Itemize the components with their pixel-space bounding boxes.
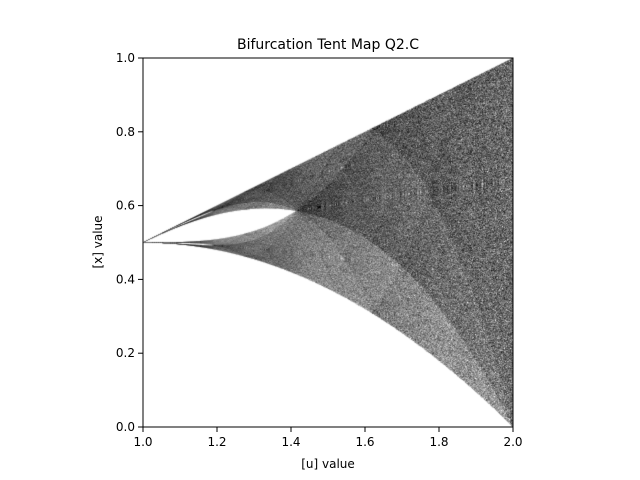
x-tick-label: 1.0 [133, 435, 152, 449]
x-tick-label: 1.6 [355, 435, 374, 449]
x-axis: 1.0 1.2 1.4 1.6 1.8 2.0 [133, 427, 523, 449]
chart-title: Bifurcation Tent Map Q2.C [237, 37, 419, 53]
x-tick-label: 1.8 [429, 435, 448, 449]
x-tick-label: 1.4 [281, 435, 300, 449]
y-axis: 0.0 0.2 0.4 0.6 0.8 1.0 [116, 51, 143, 434]
y-tick-label: 0.0 [116, 420, 135, 434]
y-axis-label: [x] value [91, 215, 105, 268]
plot-frame [142, 57, 514, 428]
y-tick-label: 1.0 [116, 51, 135, 65]
x-tick-label: 2.0 [503, 435, 522, 449]
x-axis-label: [u] value [301, 457, 355, 471]
y-tick-label: 0.4 [116, 272, 135, 286]
x-tick-label: 1.2 [207, 435, 226, 449]
y-tick-label: 0.6 [116, 199, 135, 213]
y-tick-label: 0.8 [116, 125, 135, 139]
bifurcation-points [143, 58, 513, 427]
y-tick-label: 0.2 [116, 346, 135, 360]
